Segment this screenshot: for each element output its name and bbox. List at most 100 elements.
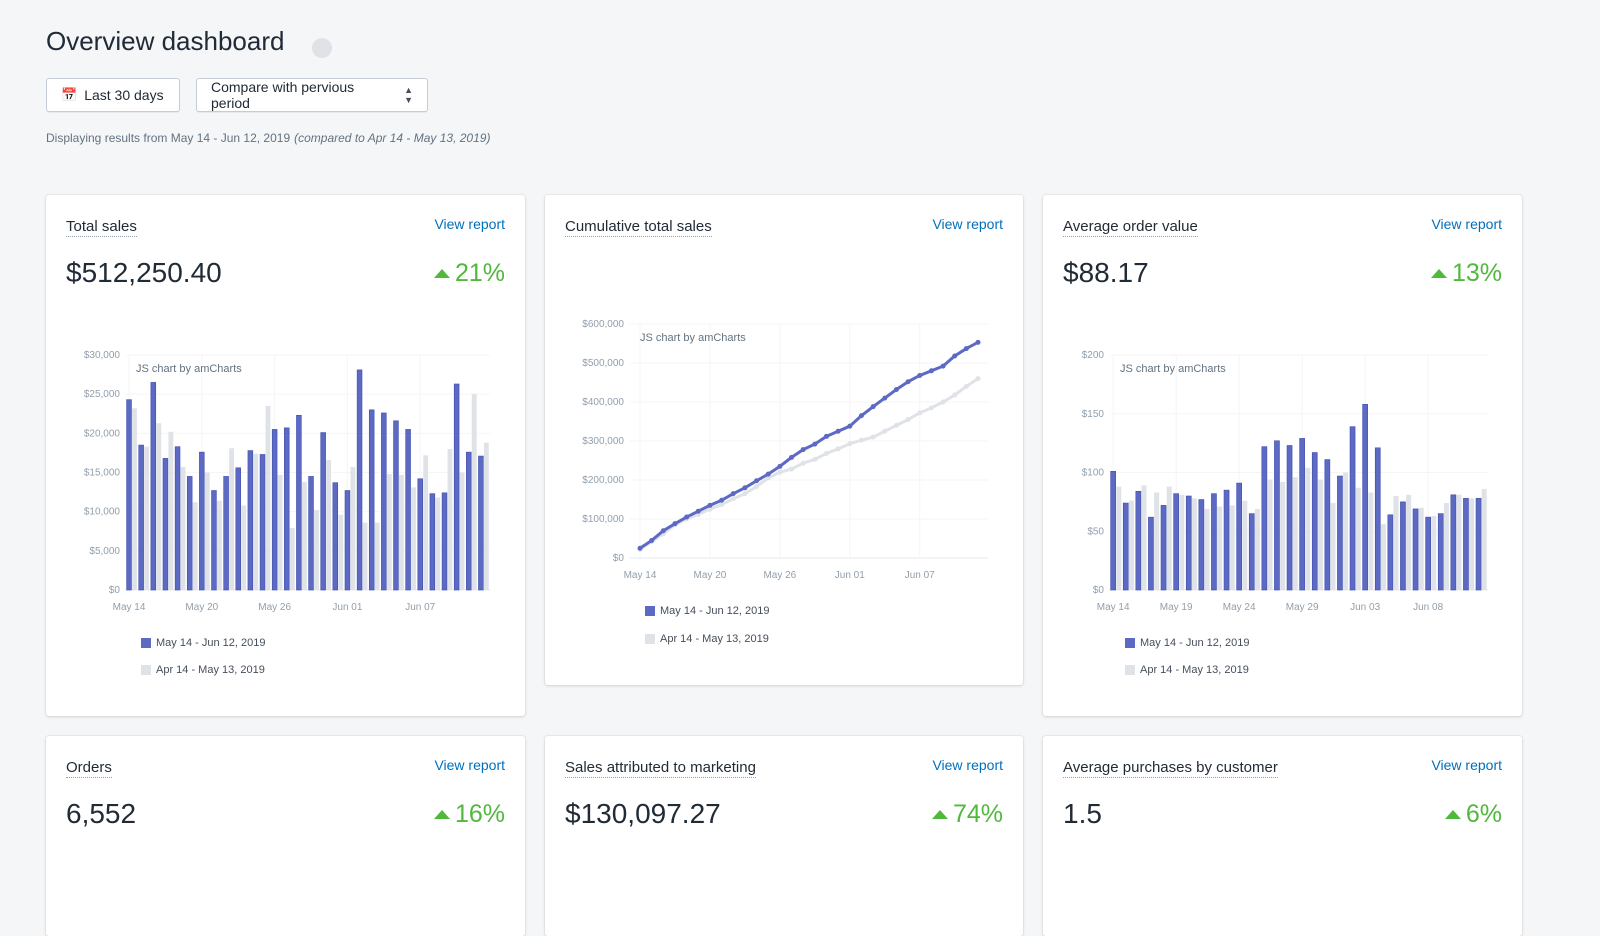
- legend-item[interactable]: May 14 - Jun 12, 2019: [141, 637, 265, 649]
- bar-current[interactable]: [320, 432, 326, 591]
- data-point[interactable]: [975, 376, 981, 382]
- bar-previous[interactable]: [156, 423, 162, 590]
- bar-current[interactable]: [1400, 501, 1406, 591]
- data-point[interactable]: [870, 434, 876, 440]
- bar-previous[interactable]: [265, 405, 271, 590]
- data-point[interactable]: [963, 346, 969, 352]
- data-point[interactable]: [835, 428, 841, 434]
- bar-previous[interactable]: [1229, 505, 1235, 590]
- data-point[interactable]: [730, 491, 736, 497]
- bar-previous[interactable]: [1317, 479, 1323, 590]
- bar-current[interactable]: [1374, 447, 1381, 591]
- bar-previous[interactable]: [1469, 498, 1475, 590]
- data-point[interactable]: [660, 528, 666, 534]
- data-point[interactable]: [684, 514, 690, 520]
- bar-current[interactable]: [332, 482, 339, 591]
- bar-previous[interactable]: [180, 467, 186, 590]
- bar-current[interactable]: [126, 399, 132, 591]
- bar-current[interactable]: [150, 382, 157, 591]
- bar-previous[interactable]: [204, 472, 210, 591]
- data-point[interactable]: [649, 537, 655, 543]
- bar-current[interactable]: [466, 451, 472, 591]
- data-point[interactable]: [940, 399, 946, 405]
- data-point[interactable]: [823, 433, 829, 439]
- bar-current[interactable]: [1173, 493, 1179, 591]
- bar-current[interactable]: [199, 451, 205, 591]
- data-point[interactable]: [754, 478, 760, 484]
- bar-current[interactable]: [368, 409, 375, 591]
- data-point[interactable]: [882, 395, 888, 401]
- bar-current[interactable]: [1110, 471, 1116, 591]
- bar-current[interactable]: [1211, 493, 1217, 591]
- bar-previous[interactable]: [1456, 494, 1462, 590]
- bar-current[interactable]: [1299, 438, 1305, 591]
- bar-current[interactable]: [393, 420, 399, 591]
- data-point[interactable]: [719, 502, 725, 508]
- bar-current[interactable]: [1185, 495, 1192, 591]
- bar-current[interactable]: [211, 490, 217, 591]
- bar-current[interactable]: [429, 493, 436, 591]
- bar-current[interactable]: [247, 450, 254, 591]
- bar-current[interactable]: [441, 492, 448, 591]
- bar-current[interactable]: [1387, 514, 1394, 591]
- bar-current[interactable]: [138, 444, 144, 591]
- bar-previous[interactable]: [459, 472, 465, 591]
- data-point[interactable]: [835, 446, 841, 452]
- bar-current[interactable]: [1463, 498, 1469, 591]
- bar-current[interactable]: [1148, 516, 1154, 591]
- bar-previous[interactable]: [1330, 503, 1336, 590]
- bar-previous[interactable]: [374, 522, 380, 590]
- bar-current[interactable]: [417, 478, 423, 591]
- legend-item[interactable]: May 14 - Jun 12, 2019: [645, 605, 769, 617]
- bar-previous[interactable]: [1443, 503, 1449, 590]
- bar-current[interactable]: [186, 476, 193, 591]
- data-point[interactable]: [672, 521, 678, 527]
- bar-previous[interactable]: [217, 500, 222, 590]
- bar-previous[interactable]: [362, 522, 368, 590]
- data-point[interactable]: [893, 387, 899, 393]
- bar-previous[interactable]: [423, 455, 429, 590]
- bar-previous[interactable]: [1128, 500, 1134, 590]
- legend-item[interactable]: Apr 14 - May 13, 2019: [1125, 664, 1249, 676]
- data-point[interactable]: [695, 508, 701, 514]
- bar-previous[interactable]: [447, 449, 453, 590]
- data-point[interactable]: [765, 471, 771, 477]
- data-point[interactable]: [812, 441, 818, 447]
- bar-current[interactable]: [162, 458, 169, 591]
- data-point[interactable]: [777, 469, 783, 475]
- bar-current[interactable]: [381, 412, 387, 591]
- bar-previous[interactable]: [1267, 479, 1273, 590]
- card-title[interactable]: Cumulative total sales: [565, 218, 712, 237]
- data-point[interactable]: [905, 417, 911, 423]
- card-title[interactable]: Average order value: [1063, 218, 1198, 237]
- bar-previous[interactable]: [289, 528, 295, 590]
- view-report-link[interactable]: View report: [932, 216, 1003, 232]
- bar-previous[interactable]: [1179, 494, 1185, 590]
- data-point[interactable]: [858, 437, 864, 443]
- data-point[interactable]: [975, 339, 981, 345]
- data-point[interactable]: [800, 460, 806, 466]
- data-point[interactable]: [800, 447, 806, 453]
- bar-current[interactable]: [1450, 494, 1457, 591]
- bar-current[interactable]: [1122, 502, 1129, 591]
- bar-previous[interactable]: [1204, 508, 1210, 590]
- data-point[interactable]: [870, 404, 876, 410]
- date-range-button[interactable]: 📅 Last 30 days: [46, 78, 180, 112]
- compare-select[interactable]: Compare with pervious period ▲ ▼: [196, 78, 428, 112]
- bar-previous[interactable]: [314, 510, 319, 590]
- bar-previous[interactable]: [144, 446, 150, 590]
- bar-previous[interactable]: [386, 474, 392, 590]
- bar-previous[interactable]: [411, 487, 416, 590]
- bar-current[interactable]: [1198, 499, 1205, 591]
- data-point[interactable]: [905, 379, 911, 385]
- bar-current[interactable]: [284, 427, 290, 591]
- data-point[interactable]: [882, 428, 888, 434]
- bar-current[interactable]: [1437, 513, 1444, 591]
- data-point[interactable]: [719, 497, 725, 503]
- bar-current[interactable]: [1349, 426, 1356, 591]
- bar-previous[interactable]: [350, 467, 356, 590]
- view-report-link[interactable]: View report: [1431, 757, 1502, 773]
- bar-current[interactable]: [308, 476, 314, 591]
- bar-previous[interactable]: [253, 453, 259, 590]
- data-point[interactable]: [742, 485, 748, 491]
